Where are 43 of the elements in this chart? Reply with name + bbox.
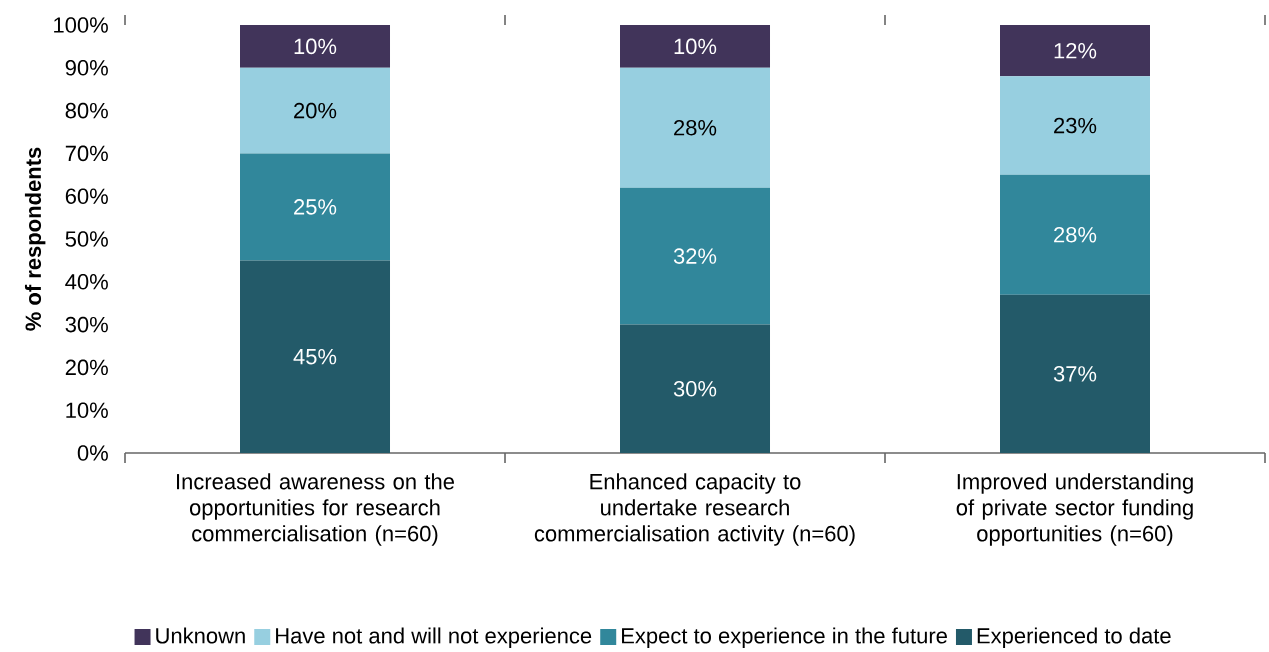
y-tick-label: 10%: [66, 402, 108, 418]
y-tick-label: 0%: [77, 445, 108, 461]
y-tick-label: 100%: [54, 17, 108, 33]
data-label: 28%: [674, 119, 717, 136]
bar: [1000, 174, 1150, 295]
data-label: 20%: [294, 102, 337, 119]
data-label: 25%: [294, 199, 337, 215]
data-label: 10%: [674, 38, 717, 55]
y-tick-label: 30%: [65, 316, 108, 333]
data-label: 23%: [1054, 117, 1097, 134]
legend-label: Experienced to date: [977, 627, 1171, 648]
y-tick-label: 70%: [65, 145, 108, 162]
y-tick-label: 90%: [65, 60, 108, 76]
bar: [1000, 24, 1150, 77]
legend-label: Expect to experience in the future: [622, 627, 947, 648]
legend-label: Unknown: [156, 627, 245, 644]
bar: [240, 67, 391, 154]
data-label: 32%: [673, 248, 717, 264]
data-label: 37%: [1053, 366, 1097, 382]
legend-label: Have not and will not experience: [276, 627, 592, 648]
data-label: 12%: [1054, 42, 1097, 59]
y-tick-label: 40%: [65, 274, 108, 290]
y-axis-title: % of respondents: [24, 147, 46, 331]
data-label: 45%: [293, 348, 337, 365]
bar: [620, 67, 771, 188]
x-tick-label: Improved understanding of private sector funding opportunities (n=60): [956, 473, 1193, 546]
y-tick-label: 50%: [65, 231, 108, 247]
data-label: 10%: [294, 38, 337, 55]
bar: [620, 324, 771, 453]
bar: [620, 24, 771, 68]
data-label: 28%: [1054, 226, 1097, 243]
bar: [240, 153, 391, 261]
bar: [240, 24, 391, 68]
y-tick-label: 80%: [65, 102, 108, 119]
y-tick-label: 60%: [65, 188, 108, 204]
bar: [1000, 294, 1150, 453]
bar: [240, 260, 391, 453]
bar: [1000, 76, 1150, 175]
x-tick-label: Increased awareness on the opportunities for research commercialisation (n=60): [177, 473, 454, 546]
x-tick-label: Enhanced capacity to undertake research commercialisation activity (n=60): [534, 473, 855, 546]
data-label: 30%: [673, 381, 717, 397]
y-tick-label: 20%: [65, 359, 108, 376]
bar: [620, 187, 771, 325]
